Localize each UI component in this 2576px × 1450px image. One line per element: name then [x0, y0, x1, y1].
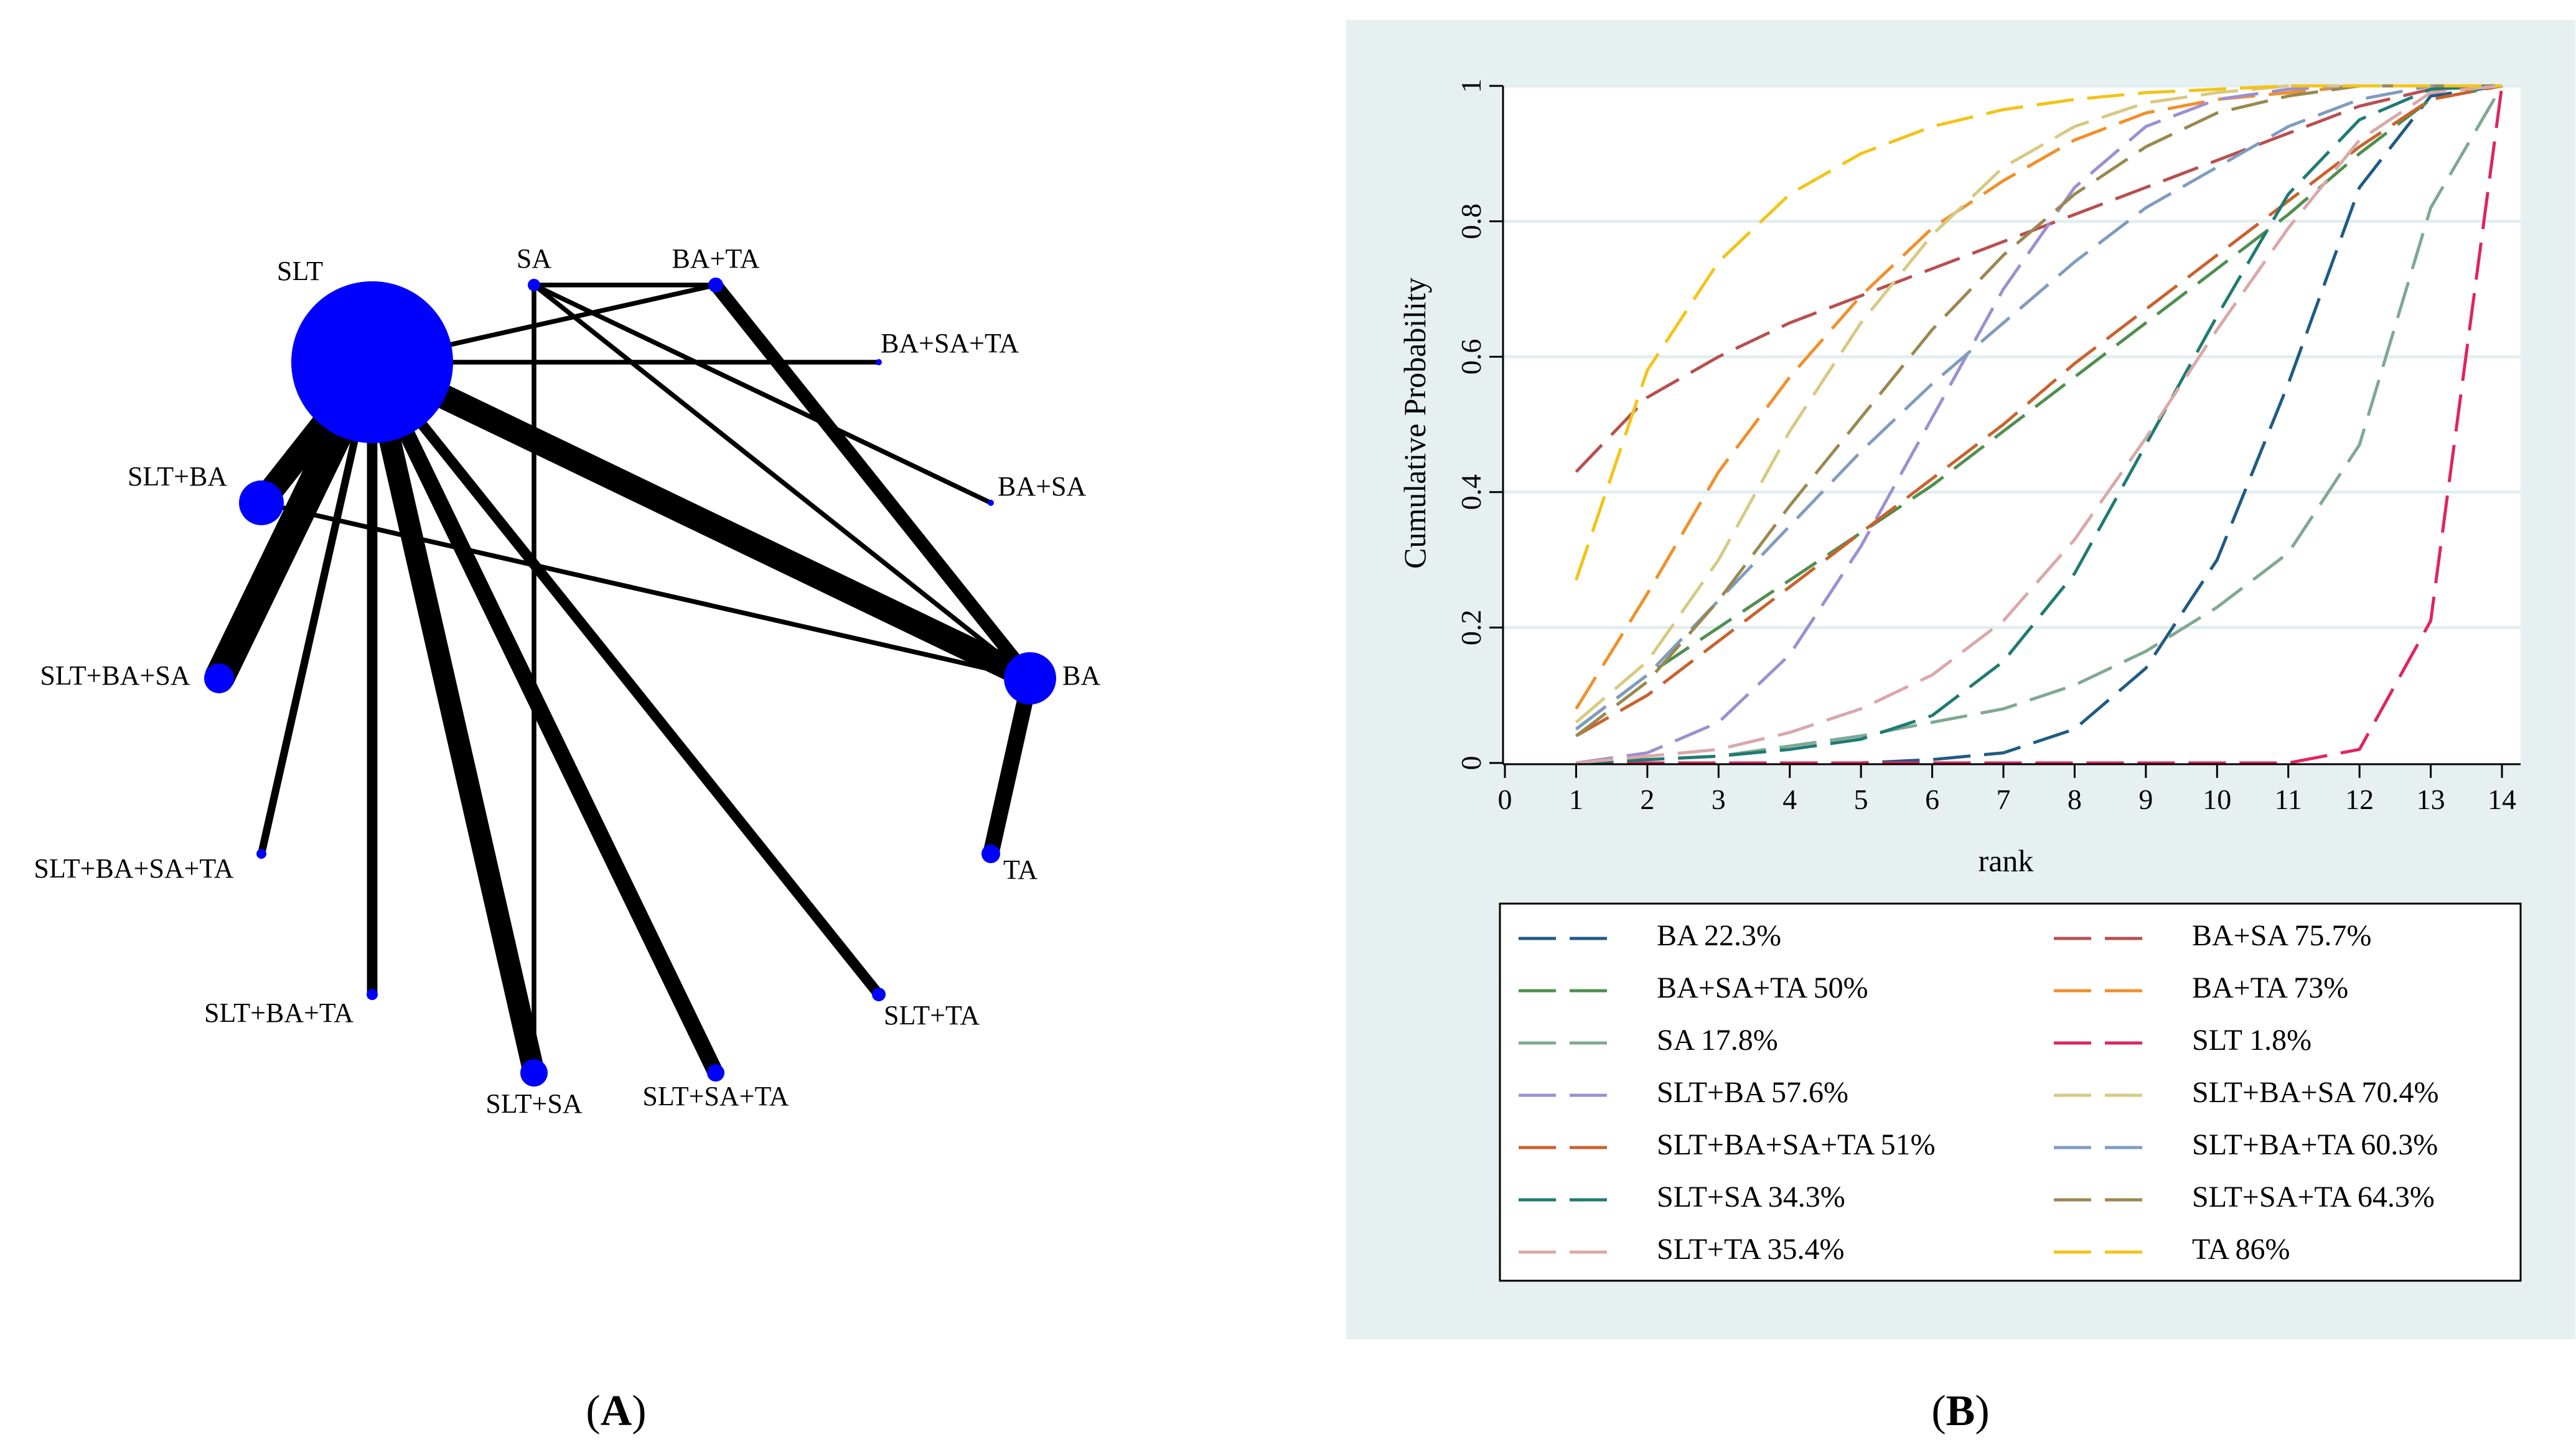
series-line-slt-1-8pct: [1576, 85, 2504, 765]
node-label-slt-sa-ta: SLT+SA+TA: [642, 1081, 789, 1111]
y-tick-label-0-4: 0.4: [1455, 474, 1487, 510]
legend: BA 22.3% BA+SA 75.7% BA+SA+TA 50% BA+TA 73%…: [1519, 919, 2438, 1266]
node-slt-ta: [872, 988, 886, 1001]
node-ta: [981, 844, 1000, 863]
series-line-slt-ta-35-4pct: [1576, 84, 2503, 765]
x-tick-labels: 0 1 2 3 4 5 6 7 8 9 10 11 12 13 14: [1498, 783, 2517, 815]
network-plot-panel: SLT SA BA+TA BA+SA+TA BA+SA BA TA SLT+TA SLT+SA+…: [34, 243, 1100, 1119]
x-tick-label-9: 9: [2138, 783, 2153, 815]
node-slt-ba-sa: [204, 663, 234, 693]
series-line-slt-ba-sa-70-4pct: [1575, 84, 2502, 724]
node-label-slt-ba: SLT+BA: [128, 461, 227, 492]
edge-slt-slt-sa: [361, 360, 545, 1075]
y-axis-title: Cumulative Probability: [1397, 278, 1432, 569]
y-tick-label-1: 1: [1455, 79, 1487, 93]
series-lines: [1575, 84, 2504, 765]
y-tick-label-0-2: 0.2: [1455, 610, 1487, 646]
node-label-slt-sa: SLT+SA: [485, 1088, 582, 1119]
edge-sa-ba: [532, 283, 1032, 680]
node-label-slt-ba-sa-ta: SLT+BA+SA+TA: [34, 853, 233, 884]
node-label-ba-sa-ta: BA+SA+TA: [881, 328, 1019, 358]
axes: [1489, 85, 2521, 778]
series-line-slt-ba-ta-60-3pct: [1575, 84, 2502, 731]
node-slt-ba: [239, 480, 284, 525]
x-tick-label-2: 2: [1640, 783, 1654, 815]
series-line-ta-86pct: [1575, 84, 2502, 581]
edge-slt-ba: [367, 351, 1036, 690]
panel-b-label: (B): [1931, 1387, 1989, 1435]
legend-label-ba-ta-73pct: BA+TA 73%: [2192, 971, 2348, 1004]
node-label-slt-ba-sa: SLT+BA+SA: [40, 660, 190, 691]
edge-slt-slt-sa-ta: [365, 358, 723, 1077]
legend-label-slt-ba-sa-70-4pct: SLT+BA+SA 70.4%: [2192, 1076, 2438, 1109]
x-tick-label-14: 14: [2488, 783, 2516, 815]
legend-label-slt-ba-ta-60-3pct: SLT+BA+TA 60.3%: [2192, 1128, 2438, 1161]
x-tick-label-7: 7: [1997, 783, 2011, 815]
legend-label-ba-22-3pct: BA 22.3%: [1657, 919, 1781, 952]
x-tick-label-11: 11: [2275, 783, 2302, 815]
legend-label-sa-17-8pct: SA 17.8%: [1657, 1024, 1778, 1057]
x-tick-label-8: 8: [2068, 783, 2082, 815]
network-node-labels: SLT SA BA+TA BA+SA+TA BA+SA BA TA SLT+TA SLT+SA+…: [34, 243, 1100, 1119]
y-tick-label-0-6: 0.6: [1455, 339, 1487, 375]
series-line-slt-sa-ta-64-3pct: [1575, 84, 2502, 737]
x-tick-label-3: 3: [1712, 783, 1726, 815]
node-ba: [1004, 652, 1056, 704]
node-label-ba-ta: BA+TA: [672, 243, 759, 274]
network-nodes: [204, 278, 1056, 1087]
node-label-ba: BA: [1062, 660, 1100, 691]
node-ba-sa-ta: [876, 359, 882, 365]
node-slt-ba-sa-ta: [256, 849, 266, 859]
panel-a-label: (A): [586, 1387, 646, 1435]
y-tick-label-0: 0: [1455, 756, 1487, 770]
legend-label-ba-sa-75-7pct: BA+SA 75.7%: [2192, 919, 2371, 952]
x-tick-label-13: 13: [2417, 783, 2445, 815]
x-tick-label-12: 12: [2345, 783, 2374, 815]
x-tick-label-10: 10: [2203, 783, 2231, 815]
node-slt: [291, 281, 453, 443]
edge-slt-slt-ba-sa-ta: [258, 361, 376, 855]
node-label-ta: TA: [1003, 854, 1037, 885]
legend-box: [1499, 902, 2522, 1282]
node-label-slt-ta: SLT+TA: [884, 1000, 980, 1031]
edge-ba-ta-ba: [710, 281, 1036, 683]
node-slt-sa: [520, 1059, 548, 1087]
legend-label-slt-sa-34-3pct: SLT+SA 34.3%: [1657, 1181, 1845, 1214]
node-slt-ba-ta: [367, 989, 378, 1000]
node-ba-ta: [708, 278, 723, 292]
edge-slt-ba-ba: [261, 500, 1031, 681]
node-label-slt-ba-ta: SLT+BA+TA: [204, 998, 354, 1028]
edge-sa-ba-sa: [533, 283, 992, 505]
series-line-ba-sa-75-7pct: [1575, 84, 2503, 473]
x-tick-label-5: 5: [1854, 783, 1868, 815]
node-label-sa: SA: [517, 243, 551, 274]
legend-label-slt-ba-sa-ta-51pct: SLT+BA+SA+TA 51%: [1657, 1128, 1936, 1161]
legend-label-slt-sa-ta-64-3pct: SLT+SA+TA 64.3%: [2192, 1181, 2435, 1214]
node-sa: [528, 279, 540, 291]
x-tick-label-1: 1: [1569, 783, 1583, 815]
legend-label-slt-ta-35-4pct: SLT+TA 35.4%: [1657, 1233, 1844, 1266]
node-label-slt: SLT: [277, 256, 323, 286]
edge-ba-ta: [983, 676, 1038, 856]
legend-label-ba-sa-ta-50pct: BA+SA+TA 50%: [1657, 971, 1868, 1004]
cumulative-rank-plot-panel: 00.20.40.60.81 0 1 2 3 4 5 6 7 8 9 10 11 12 13 14 rank…: [1346, 20, 2575, 1339]
x-tick-label-6: 6: [1925, 783, 1939, 815]
node-slt-sa-ta: [707, 1064, 724, 1082]
y-tick-labels: 0 0.2 0.4 0.6 0.8 1: [1455, 79, 1487, 770]
x-tick-label-4: 4: [1782, 783, 1797, 815]
legend-label-slt-ba-57-6pct: SLT+BA 57.6%: [1657, 1076, 1848, 1109]
node-ba-sa: [988, 500, 994, 506]
y-tick-label-0-8: 0.8: [1455, 203, 1487, 240]
legend-label-ta-86pct: TA 86%: [2192, 1233, 2290, 1266]
series-line-slt-sa-34-3pct: [1576, 84, 2503, 765]
x-axis-title: rank: [1979, 843, 2034, 878]
node-label-ba-sa: BA+SA: [998, 471, 1086, 502]
series-line-ba-sa-ta-50pct: [1575, 84, 2503, 731]
series-line-slt-ba-sa-ta-51pct: [1575, 84, 2503, 737]
x-tick-label-0: 0: [1498, 783, 1512, 815]
legend-label-slt-1-8pct: SLT 1.8%: [2192, 1024, 2311, 1057]
edge-slt-slt-ta: [368, 358, 883, 998]
